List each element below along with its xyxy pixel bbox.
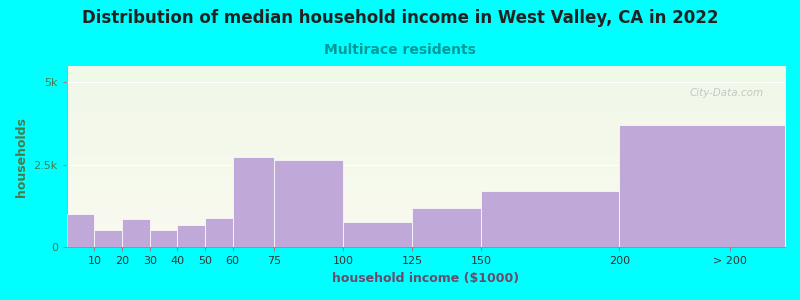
Text: City-Data.com: City-Data.com (690, 88, 763, 98)
Bar (178, 225, 205, 248)
Bar (122, 219, 150, 247)
Bar (274, 160, 343, 248)
Text: Distribution of median household income in West Valley, CA in 2022: Distribution of median household income … (82, 9, 718, 27)
Bar (619, 125, 785, 248)
Text: Multirace residents: Multirace residents (324, 44, 476, 58)
Bar (205, 218, 233, 247)
X-axis label: household income ($1000): household income ($1000) (332, 272, 519, 285)
Y-axis label: households: households (15, 117, 28, 196)
Bar (94, 230, 122, 248)
Bar (67, 214, 94, 248)
Bar (150, 230, 178, 248)
Bar (233, 157, 274, 247)
Bar (343, 222, 412, 247)
Bar (481, 191, 619, 248)
Bar (412, 208, 481, 247)
